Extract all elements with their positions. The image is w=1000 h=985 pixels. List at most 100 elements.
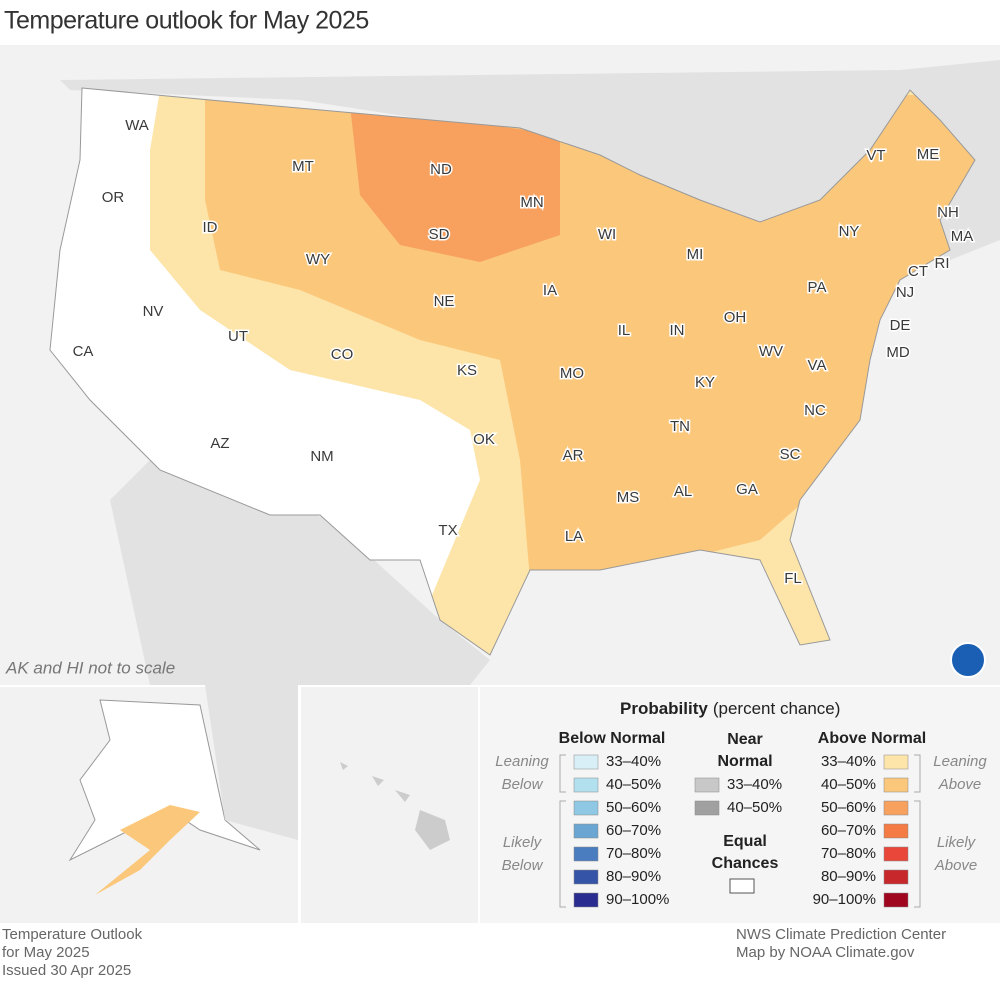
near-label: 33–40% [727, 776, 782, 793]
state-label: CO [331, 346, 354, 363]
state-label: WA [125, 117, 149, 134]
above-50-60 [350, 105, 560, 262]
state-label: MO [560, 365, 584, 382]
equal-swatch [729, 878, 755, 894]
legend-bracket [559, 754, 566, 793]
state-label: WV [759, 343, 783, 360]
state-label: TN [670, 418, 690, 435]
above-label: 90–100% [813, 891, 876, 908]
state-label: SC [780, 446, 801, 463]
hawaii [340, 762, 450, 850]
mexico [110, 460, 490, 685]
leaning-below-label: Leaning [495, 753, 549, 770]
state-label: VA [808, 357, 827, 374]
legend-bracket [914, 800, 921, 908]
state-label: KY [695, 374, 715, 391]
state-label: KS [457, 362, 477, 379]
state-label: OR [102, 189, 125, 206]
state-label: IL [618, 322, 631, 339]
footer-right: NWS Climate Prediction Center [736, 926, 946, 943]
state-label: VT [866, 147, 885, 164]
likely-above-label: Above [934, 857, 978, 874]
state-label: NM [310, 448, 333, 465]
state-label: AL [674, 483, 692, 500]
state-label: NV [143, 303, 164, 320]
state-label: ME [917, 146, 940, 163]
above-swatch [883, 823, 909, 839]
above-label: 60–70% [821, 822, 876, 839]
us-map [50, 88, 975, 655]
likely-above-label: Likely [937, 834, 977, 851]
below-swatch [573, 777, 599, 793]
state-label: MD [886, 344, 909, 361]
above-label: 50–60% [821, 799, 876, 816]
above-swatch [883, 800, 909, 816]
state-label: WI [598, 226, 616, 243]
below-swatch [573, 869, 599, 885]
above-40-50 [205, 95, 975, 655]
state-label: MT [292, 158, 314, 175]
footer-left: Temperature Outlook [2, 926, 143, 943]
state-label: ID [203, 219, 218, 236]
below-swatch [573, 823, 599, 839]
state-label: ND [430, 161, 452, 178]
above-swatch [883, 754, 909, 770]
legend-bracket [559, 800, 566, 908]
near-swatch [694, 777, 720, 793]
near-header: Normal [717, 753, 772, 770]
above-label: 33–40% [821, 753, 876, 770]
noaa-logo [950, 642, 986, 678]
below-swatch [573, 846, 599, 862]
below-label: 80–90% [606, 868, 661, 885]
below-label: 40–50% [606, 776, 661, 793]
below-swatch [573, 800, 599, 816]
state-label: CA [73, 343, 94, 360]
state-label: GA [736, 481, 758, 498]
state-label: MS [617, 489, 640, 506]
legend-title: Probability (percent chance) [620, 699, 840, 718]
state-label: AZ [210, 435, 229, 452]
legend-title-text: Probability [620, 699, 708, 718]
state-label: FL [784, 570, 802, 587]
likely-below-label: Below [502, 857, 544, 874]
near-label: 40–50% [727, 799, 782, 816]
below-label: 50–60% [606, 799, 661, 816]
above-swatch [883, 846, 909, 862]
below-label: 70–80% [606, 845, 661, 862]
state-label: CT [908, 263, 928, 280]
footer-right: Map by NOAA Climate.gov [736, 944, 915, 961]
leaning-above-label: Above [938, 776, 982, 793]
state-label: OH [724, 309, 747, 326]
hawaii-panel [301, 687, 478, 923]
below-swatch [573, 892, 599, 908]
state-label: SD [429, 226, 450, 243]
state-label: WY [306, 251, 330, 268]
near-header: Near [727, 731, 763, 748]
state-label: MI [687, 246, 704, 263]
above-swatch [883, 892, 909, 908]
state-label: OK [473, 431, 495, 448]
scale-note: AK and HI not to scale [5, 658, 175, 677]
equal-header: Chances [712, 855, 779, 872]
above-label: 80–90% [821, 868, 876, 885]
likely-below-label: Likely [503, 834, 543, 851]
state-label: NH [937, 204, 959, 221]
above-swatch [883, 869, 909, 885]
state-label: IA [543, 282, 557, 299]
legend: Probability (percent chance) Below Normal A… [495, 699, 987, 907]
below-label: 33–40% [606, 753, 661, 770]
state-label: AR [563, 447, 584, 464]
footer-left: for May 2025 [2, 944, 90, 961]
legend-bracket [914, 754, 921, 793]
below-header: Below Normal [559, 730, 666, 747]
above-swatch [883, 777, 909, 793]
near-swatch [694, 800, 720, 816]
us-outline [49, 87, 976, 656]
equal-header: Equal [723, 833, 767, 850]
state-label: LA [565, 528, 583, 545]
below-label: 60–70% [606, 822, 661, 839]
below-label: 90–100% [606, 891, 669, 908]
canada [60, 60, 1000, 260]
above-header: Above Normal [818, 730, 926, 747]
